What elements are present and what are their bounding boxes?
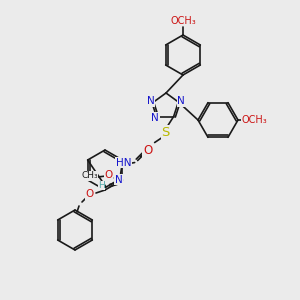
Text: OCH₃: OCH₃ — [170, 16, 196, 26]
Text: N: N — [178, 96, 185, 106]
Text: HN: HN — [116, 158, 131, 167]
Text: O: O — [104, 170, 112, 180]
Text: OCH₃: OCH₃ — [241, 115, 267, 125]
Text: H: H — [98, 181, 105, 190]
Text: S: S — [161, 126, 170, 139]
Text: N: N — [152, 112, 159, 122]
Text: O: O — [143, 144, 152, 157]
Text: N: N — [147, 96, 154, 106]
Text: N: N — [115, 175, 122, 184]
Text: O: O — [86, 189, 94, 199]
Text: CH₃: CH₃ — [81, 172, 98, 181]
